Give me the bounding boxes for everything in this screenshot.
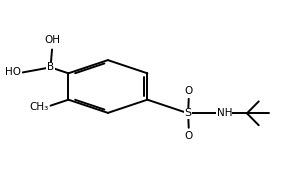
Text: S: S	[184, 108, 192, 118]
Text: NH: NH	[217, 108, 232, 118]
Text: B: B	[47, 62, 54, 72]
Text: O: O	[184, 131, 193, 141]
Text: CH₃: CH₃	[29, 102, 48, 112]
Text: O: O	[184, 86, 193, 96]
Text: OH: OH	[44, 35, 60, 45]
Text: HO: HO	[5, 67, 21, 78]
